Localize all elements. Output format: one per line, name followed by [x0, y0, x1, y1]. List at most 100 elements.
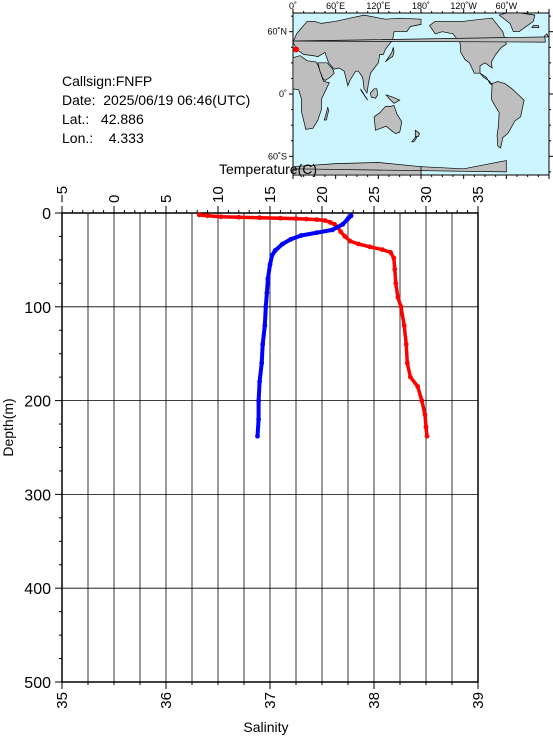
temperature-tick-label: 30 [418, 186, 435, 203]
chart-grid [62, 213, 478, 682]
temperature-point [403, 341, 409, 347]
salinity-line [255, 213, 354, 439]
temperature-point [391, 255, 397, 261]
temperature-tick-label: 5 [158, 195, 175, 203]
temperature-point [338, 229, 344, 235]
land-shape [373, 104, 403, 134]
salinity-point [288, 236, 294, 242]
depth-axis-title: Depth(m) [0, 398, 16, 456]
temperature-point [423, 424, 429, 430]
map-lat-label: 60˚N [267, 27, 287, 37]
temperature-point [367, 244, 373, 250]
map-ticks [289, 9, 553, 179]
temperature-point [398, 304, 404, 310]
salinity-axis-title: Salinity [243, 719, 288, 735]
temperature-point [379, 247, 385, 253]
salinity-point [280, 241, 285, 247]
salinity-point [264, 290, 270, 296]
land-shape [360, 88, 368, 101]
map-lat-label: 60˚S [268, 151, 287, 161]
temperature-point [401, 323, 407, 328]
salinity-tick-label: 38 [366, 692, 383, 709]
land-shape [385, 47, 395, 63]
salinity-point [263, 304, 269, 310]
temperature-point [347, 238, 353, 244]
salinity-tick-label: 37 [262, 692, 279, 709]
temperature-point [419, 398, 425, 403]
temperature-point [388, 250, 393, 255]
salinity-point [267, 262, 273, 267]
land-shape [323, 106, 329, 121]
depth-tick-label: 300 [24, 487, 51, 504]
temperature-profile [196, 212, 430, 439]
land-shape [414, 129, 421, 137]
salinity-point [314, 230, 320, 236]
salinity-tick-label: 36 [158, 692, 175, 709]
latitude-text: Lat.: 42.886 [62, 111, 144, 127]
longitude-text: Lon.: 4.333 [62, 130, 144, 146]
salinity-point [262, 323, 268, 328]
salinity-point [269, 252, 275, 258]
station-marker [293, 46, 300, 53]
land-shape [531, 25, 540, 28]
map-lon-label: 60˚E [326, 1, 345, 11]
temperature-tick-label: 15 [262, 186, 279, 203]
map-lon-label: 60˚W [496, 1, 518, 11]
station-info: Callsign:FNFP Date: 2025/06/19 06:46(UTC… [62, 72, 250, 148]
map-lon-label: 0˚ [289, 1, 297, 11]
depth-tick-label: 0 [42, 206, 51, 223]
land-shape [385, 94, 401, 104]
temperature-point [332, 221, 337, 227]
depth-tick-label: 100 [24, 300, 51, 317]
salinity-point [340, 221, 346, 227]
temperature-point [415, 384, 421, 389]
temperature-tick-label: −5 [54, 186, 71, 203]
salinity-point [330, 227, 335, 233]
land-shape [317, 62, 335, 81]
temperature-point [422, 412, 428, 418]
salinity-point [256, 417, 261, 422]
salinity-tick-label: 39 [470, 692, 487, 709]
temperature-point [395, 295, 401, 300]
depth-tick-label: 200 [24, 394, 51, 411]
salinity-point [272, 248, 278, 253]
map-lat-label: 0˚ [279, 89, 287, 99]
salinity-point [345, 216, 351, 222]
land-shape [293, 33, 549, 43]
temperature-point [356, 241, 361, 247]
temperature-surface-trace [199, 214, 331, 223]
salinity-point [348, 213, 354, 219]
land-shape [292, 55, 330, 130]
temperature-point [393, 281, 399, 286]
temperature-point [342, 234, 348, 239]
temperature-tick-label: 20 [314, 186, 331, 203]
world-map: 0˚ 60˚E 120˚E 180˚ 120˚W 60˚W 60˚N 0˚ 60˚S [267, 1, 553, 179]
map-lon-label: 180˚ [412, 1, 430, 11]
depth-tick-label: 400 [24, 581, 51, 598]
land-shape [491, 81, 525, 149]
temperature-line [197, 213, 429, 438]
map-lon-label: 120˚W [450, 1, 477, 11]
salinity-profile [255, 213, 354, 439]
salinity-tick-label: 35 [54, 692, 71, 709]
temperature-tick-label: 25 [366, 186, 383, 203]
temperature-tick-label: 35 [470, 186, 487, 203]
salinity-point [298, 233, 304, 238]
salinity-point [259, 360, 265, 366]
temperature-point [424, 433, 430, 439]
land-shape [292, 14, 422, 94]
date-text: Date: 2025/06/19 06:46(UTC) [62, 92, 251, 108]
land-shape [411, 136, 418, 143]
salinity-point [257, 379, 262, 385]
callsign-text: Callsign:FNFP [62, 73, 153, 89]
salinity-point [260, 341, 266, 347]
salinity-point [256, 398, 261, 403]
temperature-axis-title: Temperature(C) [219, 161, 317, 177]
salinity-point [265, 276, 271, 282]
axis-ticks [55, 206, 479, 689]
temperature-point [408, 374, 413, 380]
temperature-point [392, 266, 398, 272]
land-shape [498, 12, 536, 33]
temperature-tick-label: 10 [210, 186, 227, 203]
